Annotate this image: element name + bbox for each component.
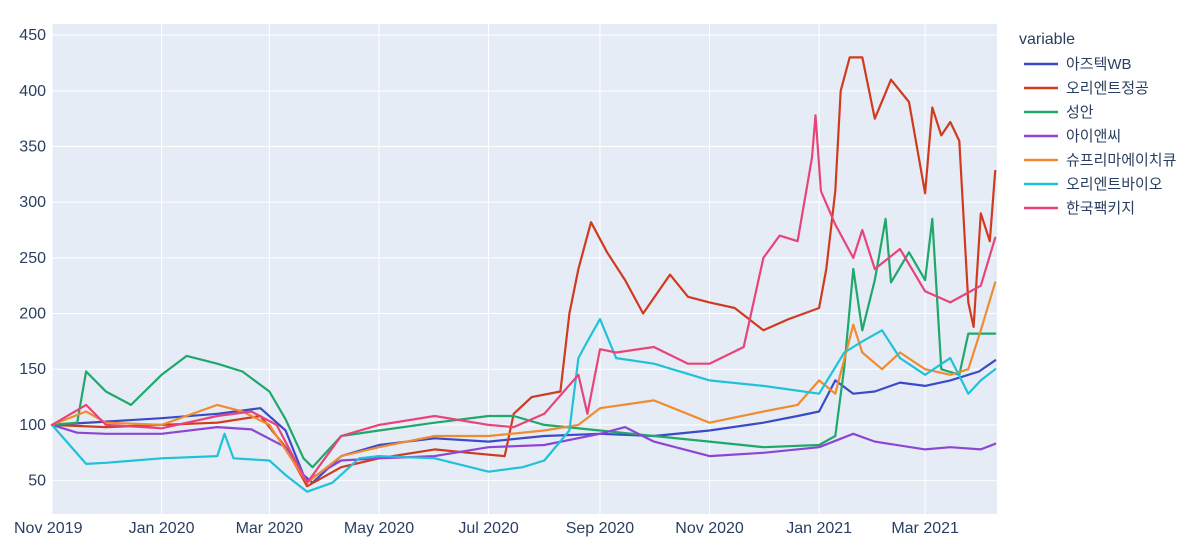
x-tick-label: Jul 2020: [458, 520, 519, 537]
grid: [51, 24, 997, 514]
y-tick-label: 50: [28, 473, 46, 490]
series-line-4: [50, 281, 997, 484]
legend[interactable]: variable 아즈텍WB 오리엔트정공성안아이앤씨슈프리마에이치큐오리엔트바이…: [1019, 31, 1176, 217]
x-tick-label: Nov 2020: [675, 520, 744, 537]
series-line-3: [50, 423, 997, 482]
legend-item[interactable]: 오리엔트바이오: [1024, 176, 1163, 193]
y-axis-ticks: 50 100 150 200 250 300 350 400 450: [19, 27, 46, 489]
y-tick-label: 300: [19, 194, 46, 211]
legend-title: variable: [1019, 31, 1075, 48]
y-tick-label: 450: [19, 27, 46, 44]
x-tick-label: Sep 2020: [566, 520, 635, 537]
x-tick-label: Nov 2019: [14, 520, 83, 537]
y-tick-label: 350: [19, 139, 46, 156]
legend-item[interactable]: 성안: [1024, 104, 1094, 121]
x-tick-label: Mar 2021: [891, 520, 959, 537]
series-line-1: [50, 56, 997, 488]
legend-label: 슈프리마에이치큐: [1066, 152, 1176, 169]
y-tick-label: 250: [19, 250, 46, 267]
x-tick-label: Jan 2021: [786, 520, 852, 537]
y-tick-label: 200: [19, 306, 46, 323]
legend-item[interactable]: 오리엔트정공: [1024, 80, 1149, 97]
legend-label: 아즈텍WB: [1066, 56, 1132, 73]
y-tick-label: 150: [19, 361, 46, 378]
legend-item[interactable]: 슈프리마에이치큐: [1024, 152, 1176, 169]
series-line-5: [50, 318, 997, 493]
legend-label: 한국팩키지: [1066, 200, 1135, 217]
x-tick-label: Mar 2020: [236, 520, 304, 537]
x-tick-label: Jan 2020: [129, 520, 195, 537]
legend-label: 성안: [1066, 104, 1094, 121]
legend-label: 오리엔트정공: [1066, 80, 1149, 97]
legend-label: 오리엔트바이오: [1066, 176, 1163, 193]
legend-item[interactable]: 아이앤씨: [1024, 128, 1121, 145]
legend-item[interactable]: 한국팩키지: [1024, 200, 1135, 217]
y-tick-label: 100: [19, 417, 46, 434]
series-lines: [50, 56, 997, 493]
series-line-6: [50, 114, 997, 484]
y-tick-label: 400: [19, 83, 46, 100]
x-axis-ticks: Nov 2019 Jan 2020 Mar 2020 May 2020 Jul 2020…: [14, 520, 959, 537]
plot-background: [52, 24, 997, 514]
legend-label: 아이앤씨: [1066, 128, 1121, 145]
legend-item[interactable]: 아즈텍WB: [1024, 56, 1132, 73]
x-tick-label: May 2020: [344, 520, 414, 537]
